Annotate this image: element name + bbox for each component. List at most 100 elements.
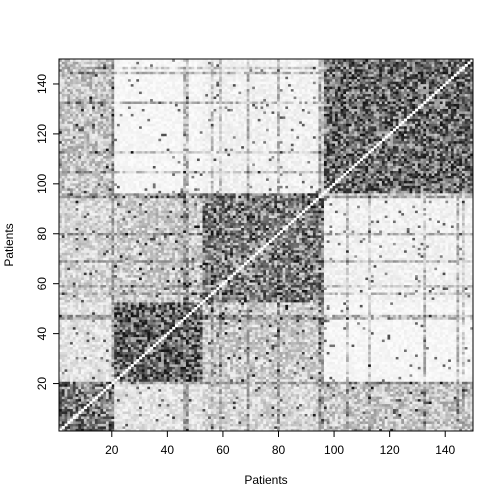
heatmap-cell [194,374,197,377]
heatmap-cell [100,419,103,422]
heatmap-cell [407,362,410,365]
heatmap-cell [131,359,134,362]
heatmap-cell [296,359,299,362]
heatmap-cell [92,354,95,357]
heatmap-cell [111,426,114,429]
heatmap-cell [335,404,338,407]
heatmap-cell [354,404,357,407]
heatmap-cell [327,399,330,402]
heatmap-cell [263,421,266,424]
heatmap-cell [225,391,228,394]
heatmap-cell [136,391,139,394]
heatmap-cell [225,357,228,360]
heatmap-cell [363,421,366,424]
heatmap-cell [398,376,401,379]
heatmap-cell [283,394,286,397]
heatmap-cell [385,389,388,392]
heatmap-cell [365,404,368,407]
heatmap-cell [236,381,239,384]
heatmap-cell [269,426,272,429]
heatmap-cell [418,394,421,397]
heatmap-cell [136,414,139,417]
heatmap-cell [440,421,443,424]
heatmap-cell [150,409,153,412]
heatmap-cell [214,391,217,394]
heatmap-cell [352,359,355,362]
heatmap-cell [230,376,233,379]
heatmap-cell [191,374,194,377]
heatmap-cell [321,379,324,382]
heatmap-cell [363,414,366,417]
heatmap-cell [371,362,374,365]
heatmap-cell [288,421,291,424]
heatmap-cell [459,349,462,352]
heatmap-cell [175,409,178,412]
heatmap-cell [318,419,321,422]
heatmap-cell [310,376,313,379]
heatmap-cell [285,389,288,392]
heatmap-cell [230,371,233,374]
heatmap-cell [332,426,335,429]
heatmap-cell [365,349,368,352]
heatmap-cell [178,369,181,372]
heatmap-cell [302,381,305,384]
heatmap-cell [65,414,68,417]
heatmap-cell [437,367,440,370]
heatmap-cell [175,396,178,399]
heatmap-cell [180,406,183,409]
heatmap-cell [341,384,344,387]
heatmap-cell [211,352,214,355]
heatmap-cell [81,354,84,357]
heatmap-cell [335,414,338,417]
heatmap-cell [415,404,418,407]
heatmap-cell [371,414,374,417]
heatmap-cell [249,396,252,399]
heatmap-cell [418,362,421,365]
heatmap-cell [164,349,167,352]
heatmap-cell [153,349,156,352]
heatmap-cell [440,357,443,360]
heatmap-cell [111,404,114,407]
heatmap-cell [230,394,233,397]
heatmap-cell [462,419,465,422]
heatmap-cell [238,364,241,367]
heatmap-cell [440,399,443,402]
heatmap-cell [376,399,379,402]
heatmap-cell [294,359,297,362]
heatmap-cell [341,367,344,370]
heatmap-cell [357,354,360,357]
heatmap-cell [145,421,148,424]
heatmap-cell [189,354,192,357]
heatmap-cell [294,369,297,372]
heatmap-cell [122,391,125,394]
heatmap-cell [139,386,142,389]
heatmap-cell [316,419,319,422]
heatmap-cell [244,414,247,417]
heatmap-cell [294,419,297,422]
heatmap-cell [429,396,432,399]
heatmap-cell [354,424,357,427]
heatmap-cell [335,401,338,404]
heatmap-cell [169,384,172,387]
heatmap-cell [440,381,443,384]
heatmap-cell [269,364,272,367]
heatmap-cell [445,424,448,427]
heatmap-cell [111,379,114,382]
heatmap-cell [180,409,183,412]
heatmap-cell [277,369,280,372]
heatmap-cell [393,409,396,412]
heatmap-cell [255,424,258,427]
heatmap-cell [244,352,247,355]
heatmap-cell [288,396,291,399]
heatmap-cell [421,362,424,365]
heatmap-cell [78,414,81,417]
heatmap-cell [233,379,236,382]
heatmap-cell [134,349,137,352]
heatmap-cell [145,404,148,407]
heatmap-cell [307,404,310,407]
heatmap-cell [454,386,457,389]
heatmap-cell [100,426,103,429]
heatmap-cell [316,421,319,424]
heatmap-cell [194,389,197,392]
heatmap-cell [327,426,330,429]
